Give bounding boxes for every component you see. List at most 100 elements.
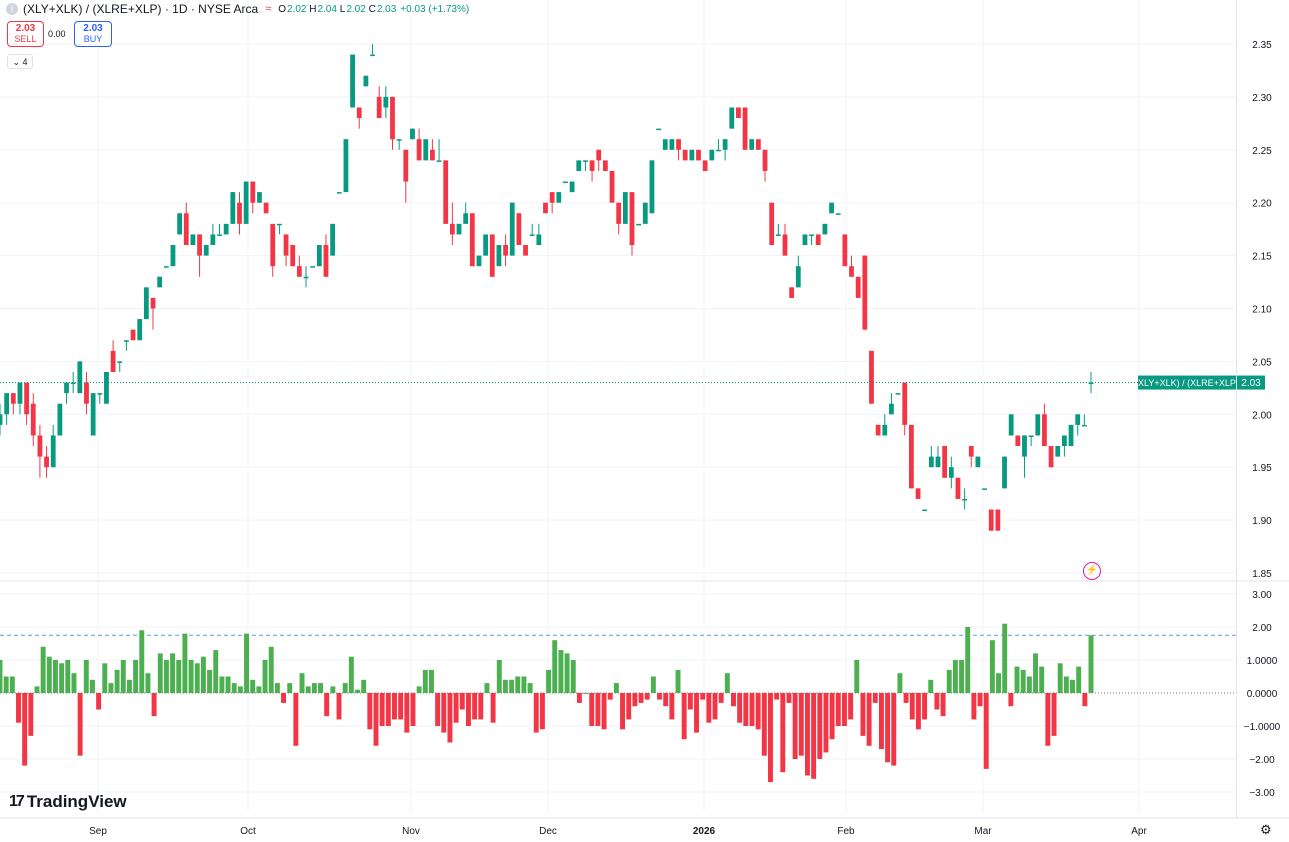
- osc-bar: [977, 693, 983, 707]
- osc-bar: [336, 693, 342, 720]
- candle-body: [602, 160, 608, 171]
- osc-bar: [40, 646, 46, 693]
- candle-body: [296, 266, 302, 277]
- osc-bar: [324, 693, 330, 717]
- osc-bar: [65, 660, 71, 693]
- oscillator-series: [0, 623, 1236, 783]
- osc-bar: [521, 676, 527, 693]
- osc-bar: [318, 683, 323, 693]
- candle-body: [290, 245, 296, 267]
- brand-name: TradingView: [26, 792, 127, 811]
- indicator-count: 4: [22, 57, 28, 67]
- candle-body: [742, 107, 748, 150]
- candle-body: [263, 202, 269, 214]
- osc-bar: [601, 693, 607, 730]
- osc-bar: [724, 673, 730, 693]
- price-tick-label: 1.95: [1252, 463, 1272, 474]
- candle-body: [496, 245, 502, 267]
- osc-bar: [860, 693, 866, 736]
- candle-body: [137, 319, 143, 341]
- osc-bar: [595, 693, 601, 726]
- symbol-title[interactable]: (XLY+XLK) / (XLRE+XLP) · 1D · NYSE Arca: [23, 2, 259, 16]
- osc-bar: [274, 683, 280, 693]
- candle-body: [423, 139, 429, 161]
- sell-button[interactable]: 2.03 SELL: [7, 21, 44, 47]
- candle-body: [117, 361, 123, 363]
- candle-body: [456, 223, 462, 235]
- candle-body: [948, 467, 954, 478]
- osc-bar: [453, 693, 459, 723]
- candle-body: [97, 393, 103, 395]
- osc-bar: [657, 693, 662, 700]
- osc-bar: [546, 669, 552, 693]
- info-icon[interactable]: i: [6, 3, 18, 15]
- osc-bar: [89, 679, 95, 693]
- osc-bar: [952, 660, 958, 693]
- candle-body: [875, 424, 881, 436]
- candle-body: [942, 446, 948, 478]
- candle-body: [729, 107, 735, 129]
- osc-bar: [681, 693, 687, 740]
- time-tick-label: Sep: [89, 826, 107, 837]
- osc-bar: [878, 693, 884, 750]
- buy-price: 2.03: [83, 23, 103, 34]
- close-value: 2.03: [376, 3, 397, 15]
- candle-body: [84, 382, 89, 404]
- candle-body: [403, 149, 409, 182]
- tv-logo-icon: 17: [9, 793, 25, 810]
- osc-bar: [872, 693, 878, 703]
- candle-body: [696, 149, 701, 161]
- osc-bar: [379, 693, 385, 726]
- osc-bar: [219, 676, 225, 693]
- candle-body: [849, 266, 854, 277]
- osc-bar: [213, 650, 219, 693]
- candle-body: [77, 361, 83, 394]
- candle-body: [682, 149, 688, 161]
- lightning-icon[interactable]: ⚡: [1083, 562, 1101, 580]
- candle-body: [1015, 435, 1021, 447]
- candle-body: [370, 54, 375, 57]
- price-tick-label: 2.10: [1252, 305, 1272, 316]
- osc-bar: [194, 663, 200, 693]
- price-tick-label: 2.35: [1252, 40, 1272, 51]
- candle-body: [902, 382, 908, 425]
- last-price-value-tag: [1237, 375, 1265, 390]
- candle-body: [383, 96, 389, 108]
- candle-body: [243, 181, 249, 224]
- close-label: C: [368, 3, 376, 15]
- candle-body: [124, 340, 129, 342]
- candle-body: [1088, 382, 1094, 385]
- indicators-collapse-button[interactable]: ⌄ 4: [7, 54, 33, 69]
- candle-body: [556, 192, 562, 203]
- osc-bar: [281, 693, 287, 703]
- candle-body: [257, 192, 262, 203]
- candle-body: [523, 245, 528, 256]
- osc-bar: [706, 693, 712, 723]
- compare-icon: ≈: [265, 3, 272, 15]
- osc-bar: [244, 633, 250, 693]
- candle-body: [10, 393, 16, 404]
- candle-body: [915, 488, 921, 499]
- buy-button[interactable]: 2.03 BUY: [74, 21, 112, 47]
- osc-bar: [0, 660, 3, 693]
- gear-icon[interactable]: ⚙: [1260, 822, 1272, 837]
- osc-bar: [946, 669, 952, 693]
- osc-bar: [509, 679, 515, 693]
- open-label: O: [278, 3, 287, 15]
- candle-body: [1055, 446, 1061, 457]
- candle-body: [1002, 456, 1007, 489]
- candle-body: [609, 170, 615, 203]
- candle-body: [809, 234, 814, 236]
- osc-bar: [607, 693, 613, 700]
- osc-bar: [373, 693, 379, 746]
- osc-tick-label: −3.00: [1249, 788, 1275, 799]
- osc-bar: [854, 660, 860, 693]
- osc-bar: [1063, 676, 1069, 693]
- osc-bar: [59, 663, 65, 693]
- osc-bar: [188, 660, 194, 693]
- tradingview-logo[interactable]: 17 TradingView: [9, 792, 127, 812]
- candle-body: [104, 371, 109, 404]
- candle-body: [1068, 424, 1074, 447]
- osc-tick-label: 1.0000: [1247, 656, 1278, 667]
